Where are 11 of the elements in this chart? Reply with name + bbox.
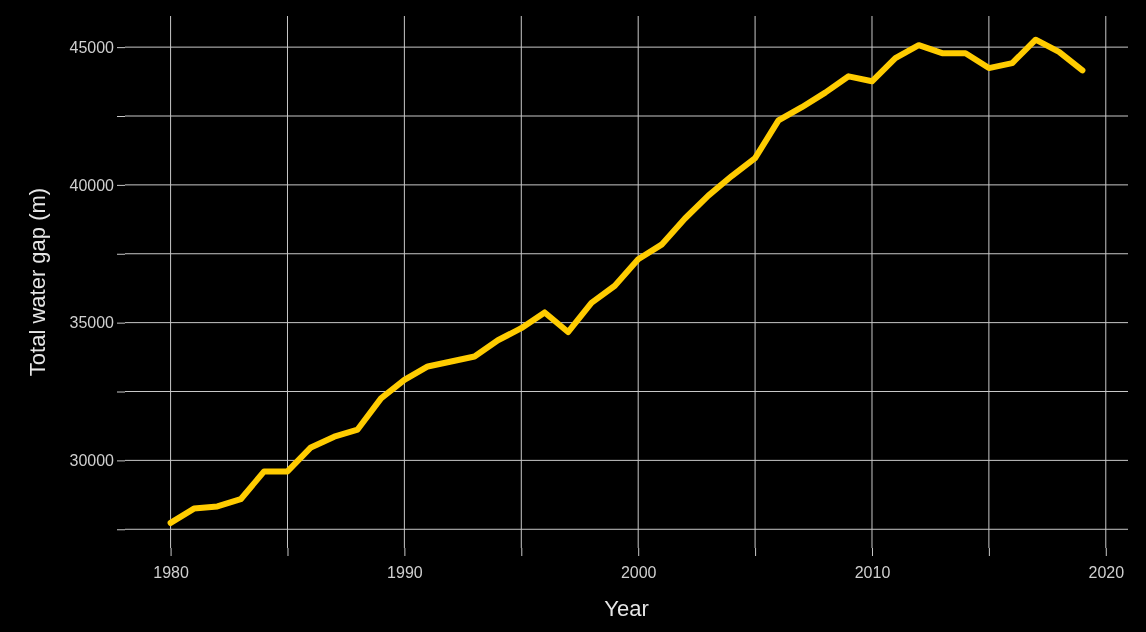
x-axis-title: Year bbox=[604, 596, 649, 621]
x-tick-label: 1990 bbox=[387, 564, 423, 582]
x-tick-label: 2010 bbox=[854, 564, 891, 582]
x-tick-label: 2020 bbox=[1088, 564, 1125, 582]
x-tick-label: 1980 bbox=[153, 564, 189, 582]
y-axis-title: Total water gap (m) bbox=[25, 187, 50, 377]
y-tick-label: 40000 bbox=[69, 176, 115, 194]
y-tick-label: 35000 bbox=[69, 314, 115, 332]
x-tick-label: 2000 bbox=[620, 564, 657, 582]
y-tick-label: 30000 bbox=[69, 452, 115, 470]
y-tick-label: 45000 bbox=[69, 38, 115, 56]
